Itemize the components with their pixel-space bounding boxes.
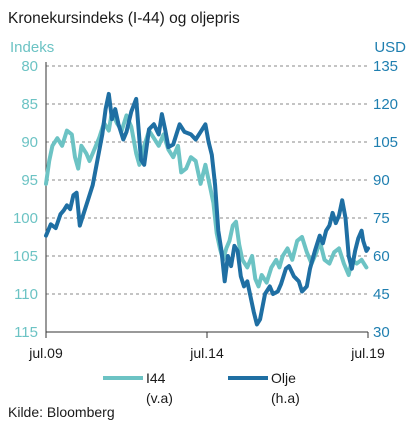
right-axis-ticks: 135 120 105 90 75 60 45 30 (373, 58, 398, 341)
left-tick-label: 100 (13, 210, 38, 227)
series-line-i44 (44, 109, 369, 289)
right-tick-label: 135 (373, 58, 398, 75)
x-axis-ticks: jul.09 jul.14 jul.19 (28, 332, 385, 361)
legend: I44 (v.a) Olje (h.a) (103, 370, 300, 406)
right-tick-label: 120 (373, 96, 398, 113)
right-tick-label: 45 (373, 286, 390, 303)
right-tick-label: 90 (373, 172, 390, 189)
legend-label-i44: I44 (146, 370, 166, 386)
x-tick-label: jul.09 (28, 345, 63, 361)
right-tick-label: 75 (373, 210, 390, 227)
right-tick-label: 105 (373, 134, 398, 151)
left-tick-label: 80 (21, 58, 38, 75)
left-tick-label: 85 (21, 96, 38, 113)
source-note: Kilde: Bloomberg (8, 404, 115, 420)
right-tick-label: 30 (373, 324, 390, 341)
left-tick-label: 110 (14, 286, 38, 303)
left-axis-ticks: 80 85 90 95 100 105 110 115 (13, 58, 38, 341)
left-tick-label: 105 (13, 248, 38, 265)
left-axis-label: Indeks (10, 39, 54, 56)
right-axis-label: USD (374, 39, 406, 56)
left-tick-label: 95 (21, 172, 38, 189)
legend-sub-olje: (h.a) (271, 390, 300, 406)
x-tick-label: jul.19 (350, 345, 385, 361)
legend-label-olje: Olje (271, 370, 296, 386)
x-tick-label: jul.14 (189, 345, 224, 361)
chart-title: Kronekursindeks (I-44) og oljepris (8, 10, 240, 27)
legend-sub-i44: (v.a) (146, 390, 173, 406)
series-lines (44, 91, 370, 327)
left-tick-label: 90 (21, 134, 38, 151)
left-tick-label: 115 (14, 324, 38, 341)
series-line-olje (44, 91, 370, 327)
right-tick-label: 60 (373, 248, 390, 265)
